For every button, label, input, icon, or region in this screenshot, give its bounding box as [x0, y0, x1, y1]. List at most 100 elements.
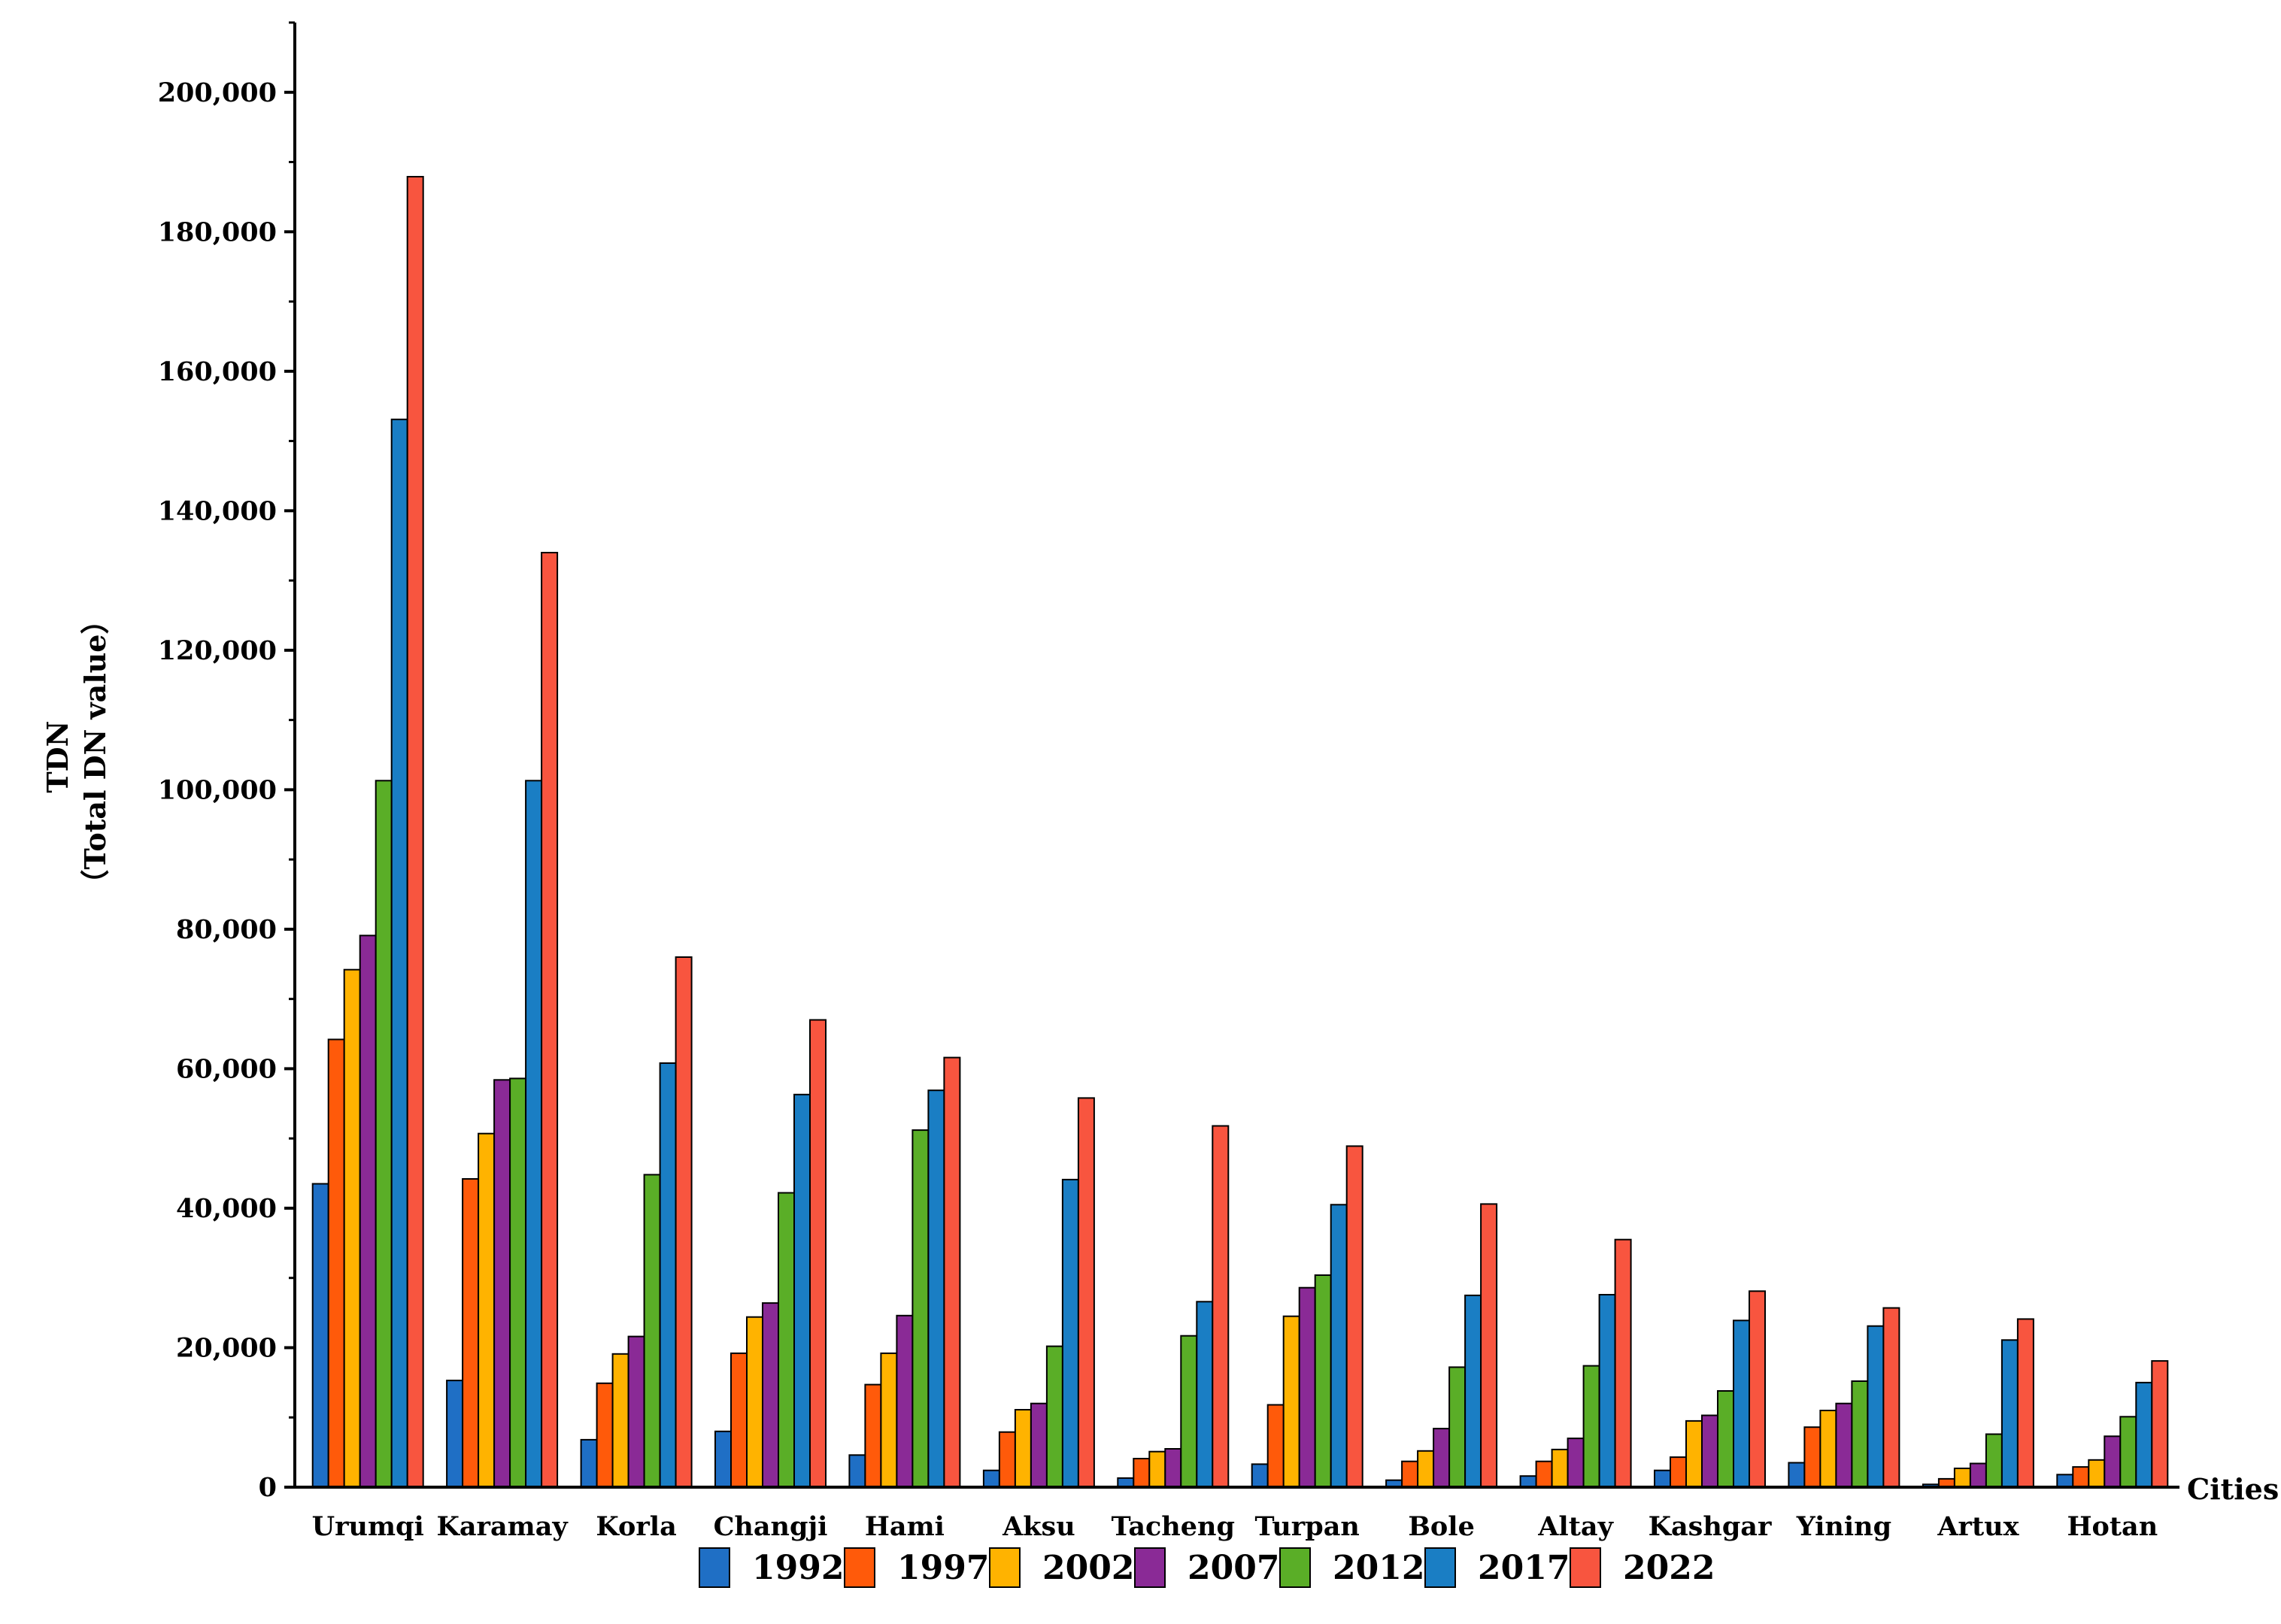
bar-altay-1997 — [1535, 1460, 1553, 1488]
legend-label-1997: 1997 — [897, 1549, 989, 1587]
bar-hami-2002 — [880, 1352, 898, 1489]
bar-kashgar-2022 — [1749, 1290, 1766, 1489]
bar-artux-2002 — [1953, 1468, 1971, 1488]
bar-hotan-1997 — [2072, 1466, 2090, 1488]
y-tick-label: 20,000 — [176, 1332, 277, 1363]
x-tick-label: Altay — [1537, 1511, 1614, 1542]
y-tick-label: 100,000 — [158, 774, 277, 805]
bar-changji-2022 — [809, 1019, 827, 1488]
bar-aksu-2007 — [1030, 1402, 1048, 1488]
bar-kashgar-2012 — [1717, 1390, 1734, 1488]
bar-changji-2007 — [762, 1302, 779, 1488]
y-tick-label: 0 — [259, 1472, 277, 1503]
bar-changji-2017 — [793, 1093, 811, 1489]
y-ticks-group: 0 20,000 40,000 60,000 80,000 100,000 120,000 1… — [158, 21, 295, 1503]
bar-bole-2002 — [1417, 1450, 1435, 1489]
bar-bole-2007 — [1433, 1428, 1451, 1488]
bar-hotan-2002 — [2088, 1459, 2106, 1489]
bar-karamay-2017 — [525, 780, 543, 1489]
bar-altay-1992 — [1519, 1475, 1537, 1488]
bar-kashgar-2007 — [1701, 1414, 1718, 1488]
bar-hami-1992 — [848, 1454, 866, 1489]
bar-yining-1992 — [1788, 1462, 1806, 1488]
bar-urumqi-1992 — [311, 1183, 329, 1488]
bar-korla-2002 — [611, 1353, 629, 1489]
y-tick-label: 200,000 — [158, 77, 277, 108]
x-tick-label: Hotan — [2067, 1511, 2158, 1542]
legend-label-1992: 1992 — [752, 1549, 844, 1587]
y-tick-label: 120,000 — [158, 635, 277, 666]
bar-korla-2017 — [659, 1062, 677, 1488]
bar-aksu-2022 — [1077, 1097, 1095, 1488]
y-tick-label: 60,000 — [176, 1053, 277, 1084]
legend-swatch-2022 — [1570, 1547, 1601, 1588]
bar-bole-2017 — [1464, 1294, 1482, 1489]
legend: 1992 1997 2002 2007 2012 2017 2022 — [699, 1547, 1715, 1588]
bar-hotan-1992 — [2056, 1474, 2074, 1489]
bar-yining-2012 — [1851, 1380, 1869, 1488]
bar-bole-2022 — [1480, 1203, 1498, 1489]
bar-tacheng-2002 — [1148, 1450, 1166, 1488]
bar-turpan-1992 — [1251, 1463, 1269, 1489]
y-tick-label: 40,000 — [176, 1193, 277, 1224]
x-tick-label: Turpan — [1255, 1511, 1360, 1542]
x-tick-label: Changji — [714, 1511, 828, 1542]
bar-yining-2022 — [1882, 1307, 1900, 1488]
bar-tacheng-2007 — [1164, 1448, 1182, 1488]
bar-tacheng-1997 — [1133, 1458, 1151, 1488]
bar-tacheng-2012 — [1180, 1335, 1198, 1488]
bar-kashgar-1992 — [1654, 1469, 1671, 1488]
bar-tacheng-2017 — [1196, 1301, 1214, 1489]
x-tick-label: Korla — [596, 1511, 676, 1542]
x-tick-label: Kashgar — [1649, 1511, 1772, 1542]
bar-turpan-2007 — [1298, 1286, 1316, 1488]
legend-label-2017: 2017 — [1478, 1549, 1570, 1587]
bar-aksu-2017 — [1061, 1178, 1079, 1489]
bar-korla-2012 — [643, 1174, 661, 1489]
x-tick-label: Bole — [1408, 1511, 1475, 1542]
bar-kashgar-1997 — [1670, 1456, 1687, 1488]
bar-karamay-2012 — [509, 1077, 527, 1488]
bar-altay-2002 — [1551, 1448, 1569, 1489]
bar-hotan-2007 — [2104, 1435, 2122, 1489]
bar-turpan-1997 — [1266, 1404, 1285, 1488]
bar-changji-2012 — [778, 1192, 795, 1488]
bar-turpan-2012 — [1314, 1274, 1332, 1488]
x-tick-label: Karamay — [436, 1511, 569, 1542]
bar-korla-2022 — [675, 956, 693, 1488]
legend-swatch-2012 — [1279, 1547, 1311, 1588]
bar-altay-2012 — [1582, 1365, 1600, 1488]
bar-yining-2017 — [1867, 1325, 1885, 1488]
bar-karamay-1992 — [446, 1380, 464, 1488]
bar-artux-2017 — [2000, 1339, 2019, 1489]
bar-kashgar-2017 — [1733, 1320, 1750, 1489]
y-tick-label: 80,000 — [176, 914, 277, 945]
x-tick-label: Hami — [865, 1511, 945, 1542]
bar-urumqi-2012 — [375, 780, 393, 1489]
bar-artux-2012 — [1985, 1433, 2003, 1488]
x-tick-label: Aksu — [1002, 1511, 1075, 1542]
legend-label-2012: 2012 — [1333, 1549, 1424, 1587]
bar-artux-2022 — [2016, 1318, 2034, 1489]
bar-aksu-1992 — [982, 1469, 1000, 1488]
bar-karamay-2007 — [493, 1079, 511, 1489]
bar-turpan-2017 — [1330, 1204, 1348, 1489]
bar-changji-1992 — [714, 1430, 732, 1489]
bar-turpan-2022 — [1345, 1145, 1363, 1489]
bar-aksu-1997 — [998, 1431, 1016, 1488]
x-tick-label: Yining — [1796, 1511, 1891, 1542]
bar-artux-2007 — [1969, 1462, 1987, 1488]
bar-yining-2007 — [1835, 1402, 1853, 1488]
x-tick-label: Urumqi — [312, 1511, 424, 1542]
legend-label-2007: 2007 — [1188, 1549, 1279, 1587]
bar-hami-2012 — [911, 1129, 930, 1488]
y-axis-title-line1: TDN — [41, 721, 74, 793]
bar-urumqi-1997 — [327, 1038, 345, 1488]
y-axis-title: TDN （Total DN value） — [41, 606, 112, 898]
bar-changji-1997 — [730, 1352, 748, 1489]
bar-korla-2007 — [627, 1335, 645, 1488]
bar-bole-1997 — [1401, 1460, 1419, 1488]
bar-turpan-2002 — [1282, 1315, 1300, 1488]
legend-swatch-2002 — [989, 1547, 1021, 1588]
